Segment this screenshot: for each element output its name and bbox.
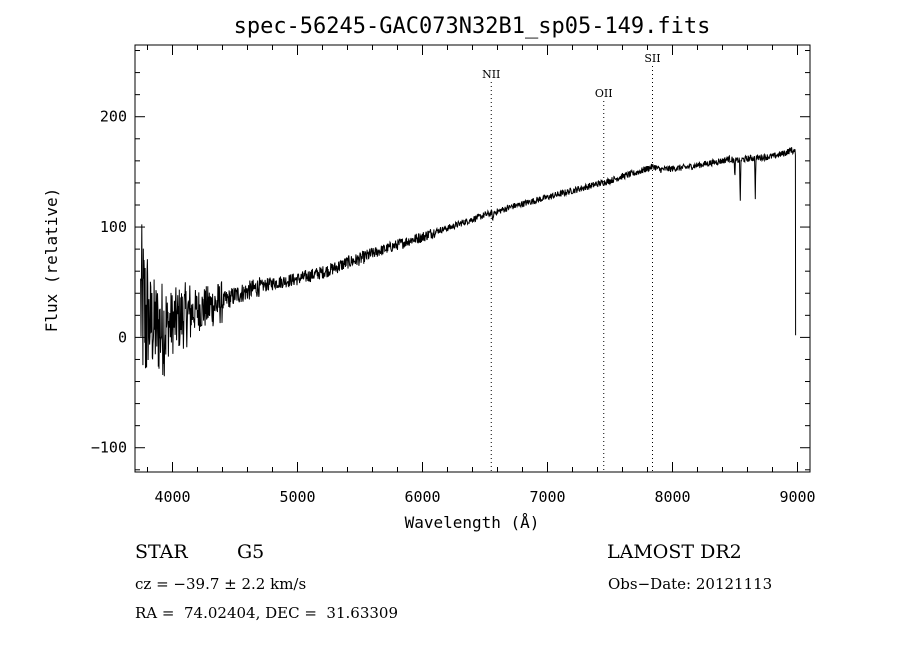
y-axis: −100 0 100 200 xyxy=(91,50,810,471)
x-tick-label: 7000 xyxy=(529,488,565,506)
x-axis: 4000 5000 6000 7000 8000 9000 xyxy=(147,45,816,506)
object-class: STAR xyxy=(135,541,188,563)
x-tick-label: 9000 xyxy=(779,488,815,506)
y-tick-label: 0 xyxy=(118,328,127,346)
object-subclass: G5 xyxy=(237,541,265,563)
plot-frame xyxy=(134,44,811,473)
coordinates: RA = 74.02404, DEC = 31.63309 xyxy=(135,604,399,622)
spectrum-line-group xyxy=(140,147,797,377)
x-axis-label: Wavelength (Å) xyxy=(405,513,540,532)
x-tick-label: 4000 xyxy=(154,488,190,506)
annotation-label: OII xyxy=(595,87,613,100)
y-tick-label: 200 xyxy=(100,108,127,126)
annotations: NII OII SII xyxy=(482,52,661,472)
annotation-label: NII xyxy=(482,68,500,81)
spectrum-line xyxy=(140,147,797,377)
y-tick-label: 100 xyxy=(100,218,127,236)
survey-name: LAMOST DR2 xyxy=(607,541,742,563)
x-tick-label: 8000 xyxy=(654,488,690,506)
x-tick-label: 5000 xyxy=(279,488,315,506)
x-tick-label: 6000 xyxy=(404,488,440,506)
y-axis-label: Flux (relative) xyxy=(42,188,61,333)
chart-title: spec-56245-GAC073N32B1_sp05-149.fits xyxy=(234,14,711,39)
observation-date: Obs−Date: 20121113 xyxy=(608,575,773,593)
annotation-label: SII xyxy=(644,52,660,65)
redshift-velocity: cz = −39.7 ± 2.2 km/s xyxy=(135,575,307,593)
y-tick-label: −100 xyxy=(91,439,127,457)
